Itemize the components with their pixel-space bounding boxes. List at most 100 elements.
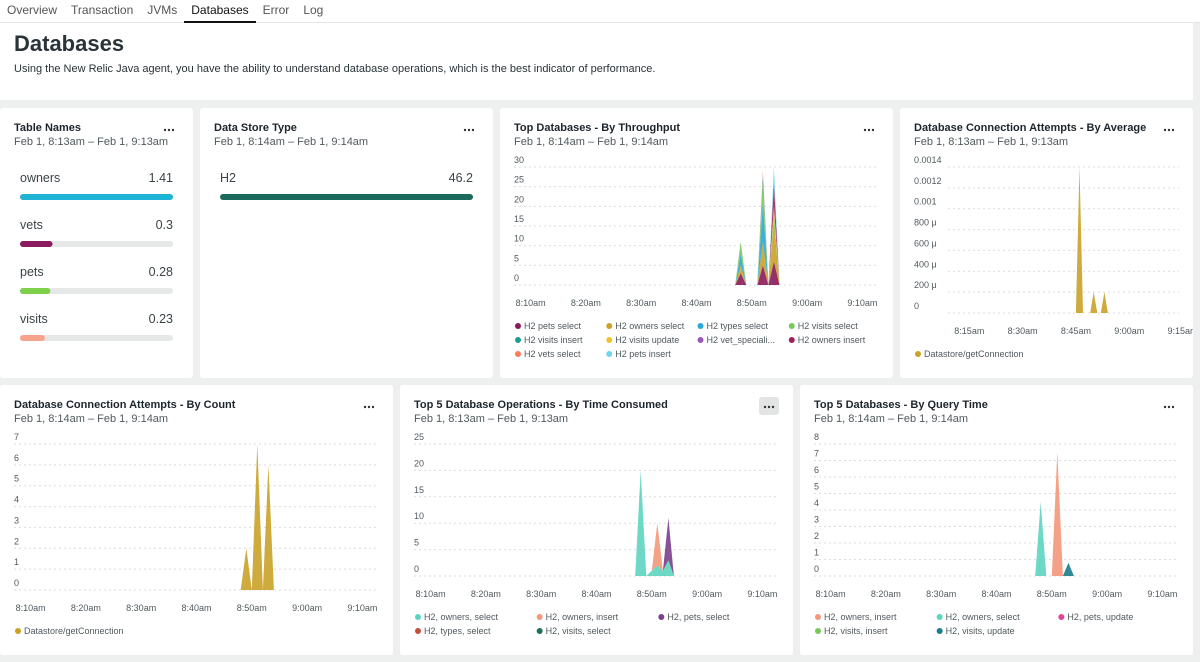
y-tick-label: 0 — [14, 578, 19, 588]
legend-dot — [515, 337, 521, 343]
y-tick-label: 1 — [814, 548, 819, 558]
menu-dot — [467, 128, 471, 132]
x-tick-label: 8:40am — [181, 603, 211, 613]
legend-label: Datastore/getConnection — [24, 626, 124, 636]
tab[interactable]: Databases — [184, 0, 256, 23]
menu-dot — [867, 128, 871, 132]
area — [814, 452, 1179, 576]
legend-dot — [697, 323, 704, 329]
menu-dot — [1163, 405, 1167, 409]
bar-label: owners — [20, 171, 60, 185]
bar — [20, 241, 53, 247]
x-tick-label: 9:10am — [847, 298, 877, 308]
y-tick-label: 400 μ — [914, 259, 937, 269]
legend-label: H2, types, select — [424, 626, 491, 636]
legend-label: H2, pets, select — [667, 612, 730, 622]
legend-dot — [536, 628, 543, 634]
widget: Top 5 Database Operations - By Time Cons… — [414, 397, 779, 636]
bar-label: H2 — [220, 171, 236, 185]
area — [514, 174, 879, 285]
y-tick-label: 6 — [14, 453, 19, 463]
widget-card: Database Connection Attempts - By Count F… — [0, 385, 393, 655]
y-tick-label: 800 μ — [914, 218, 937, 228]
tab[interactable]: Error — [262, 3, 290, 17]
widget-card: Table Names Feb 1, 8:13am – Feb 1, 9:13am… — [0, 108, 193, 378]
legend-dot — [515, 351, 521, 357]
legend-label: H2 vets select — [524, 349, 581, 359]
legend-label: H2 owners insert — [798, 335, 866, 345]
legend-dot — [515, 323, 521, 329]
legend-label: H2, visits, insert — [824, 626, 888, 636]
x-tick-label: 9:00am — [292, 603, 322, 613]
tab[interactable]: Log — [303, 3, 324, 17]
bar-label: pets — [20, 265, 44, 279]
bar-label: visits — [20, 312, 48, 326]
tab[interactable]: Overview — [7, 3, 58, 17]
y-tick-label: 10 — [414, 511, 424, 521]
area — [514, 174, 879, 285]
area — [514, 182, 879, 285]
widget-menu[interactable] — [759, 397, 779, 415]
widget-title: Database Connection Attempts - By Count — [14, 399, 236, 411]
y-tick-label: 25 — [414, 432, 424, 442]
y-tick-label: 7 — [14, 432, 19, 442]
legend-dot — [415, 614, 421, 620]
y-tick-label: 4 — [814, 498, 819, 508]
widget: Top Databases - By Throughput Feb 1, 8:14… — [514, 122, 879, 359]
y-tick-label: 6 — [814, 465, 819, 475]
y-tick-label: 20 — [414, 458, 424, 468]
x-tick-label: 9:00am — [792, 298, 822, 308]
y-tick-label: 4 — [14, 495, 19, 505]
y-tick-label: 30 — [514, 155, 524, 165]
y-tick-label: 1 — [14, 557, 19, 567]
bar — [20, 288, 51, 294]
bar-track — [20, 335, 173, 341]
x-tick-label: 9:00am — [1114, 326, 1144, 336]
tab[interactable]: JVMs — [147, 3, 178, 17]
menu-dot — [371, 405, 375, 409]
legend-label: H2 pets insert — [615, 349, 671, 359]
y-tick-label: 0.0012 — [914, 176, 942, 186]
widget-menu[interactable] — [1163, 128, 1175, 132]
menu-dot — [863, 128, 867, 132]
y-tick-label: 0 — [514, 273, 519, 283]
widget-menu[interactable] — [863, 128, 875, 132]
value-label: 46.2 — [449, 171, 473, 185]
header: Databases Using the New Relic Java agent… — [0, 23, 1193, 100]
widget-title: Database Connection Attempts - By Averag… — [914, 122, 1146, 134]
y-tick-label: 600 μ — [914, 238, 937, 248]
x-tick-label: 8:10am — [516, 298, 546, 308]
widget-card: Data Store Type Feb 1, 8:14am – Feb 1, 9:… — [200, 108, 493, 378]
y-tick-label: 7 — [814, 449, 819, 459]
menu-dot — [167, 128, 171, 132]
widget-menu[interactable] — [463, 128, 475, 132]
widget-menu[interactable] — [163, 128, 175, 132]
widget-subtitle: Feb 1, 8:14am – Feb 1, 9:14am — [514, 136, 668, 148]
legend-dot — [815, 628, 821, 634]
menu-dot — [763, 405, 767, 409]
y-tick-label: 5 — [14, 474, 19, 484]
tab-bar: Overview Transaction JVMs Databases Erro… — [0, 0, 1200, 23]
menu-dot — [1171, 128, 1175, 132]
y-tick-label: 20 — [514, 194, 524, 204]
x-tick-label: 8:50am — [637, 589, 667, 599]
legend-label: H2 pets select — [524, 321, 582, 331]
widget-subtitle: Feb 1, 8:13am – Feb 1, 9:13am — [914, 136, 1068, 148]
x-tick-label: 8:50am — [237, 603, 267, 613]
legend-dot — [1058, 614, 1065, 620]
widget-title: Top 5 Database Operations - By Time Cons… — [414, 399, 668, 411]
legend-dot — [658, 614, 665, 620]
menu-dot — [771, 405, 775, 409]
legend-label: H2 owners select — [615, 321, 685, 331]
page-description: Using the New Relic Java agent, you have… — [14, 63, 656, 75]
widget-menu[interactable] — [363, 405, 375, 409]
bar — [220, 194, 473, 200]
tab[interactable]: Transaction — [71, 3, 134, 17]
widget-title: Table Names — [14, 122, 81, 134]
legend-dot — [606, 323, 613, 329]
widget-menu[interactable] — [1163, 405, 1175, 409]
legend-dot — [788, 337, 795, 343]
menu-dot — [1163, 128, 1167, 132]
widget: Database Connection Attempts - By Count F… — [14, 399, 379, 636]
